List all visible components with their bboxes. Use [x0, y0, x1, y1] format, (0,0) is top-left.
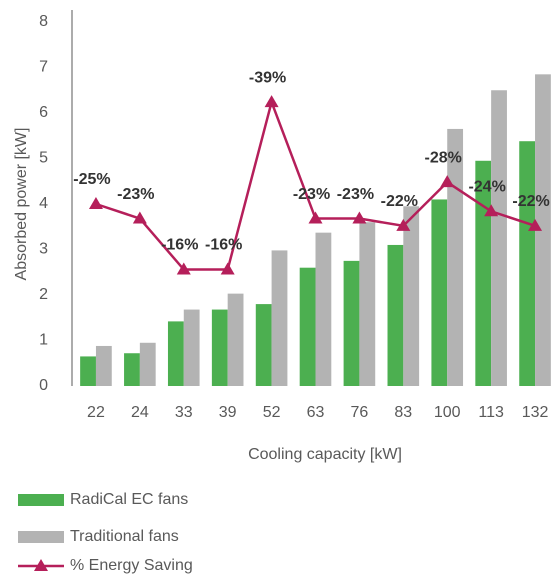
y-tick-label: 2	[39, 286, 48, 303]
marker	[484, 204, 499, 217]
x-tick-label: 113	[478, 404, 504, 421]
data-label: -39%	[249, 69, 286, 86]
marker	[220, 262, 235, 275]
legend-swatch	[34, 559, 48, 571]
legend-label: RadiCal EC fans	[70, 491, 188, 508]
bar	[227, 293, 244, 386]
data-label: -22%	[512, 193, 549, 210]
x-tick-label: 39	[219, 404, 237, 421]
bar	[519, 141, 536, 386]
bar	[403, 206, 420, 386]
x-tick-label: 22	[87, 404, 105, 421]
x-tick-label: 100	[434, 404, 461, 421]
marker	[264, 95, 279, 108]
marker	[440, 175, 455, 188]
legend-label: Traditional fans	[70, 528, 179, 545]
y-tick-label: 4	[39, 195, 48, 212]
x-tick-label: 83	[394, 404, 412, 421]
bar	[95, 345, 112, 386]
bar	[255, 304, 272, 386]
marker	[88, 197, 103, 209]
bar	[387, 244, 404, 386]
bar	[124, 353, 140, 386]
bar	[491, 90, 507, 386]
marker	[308, 211, 323, 224]
y-tick-label: 8	[39, 13, 48, 30]
bar	[447, 128, 464, 387]
y-tick-label: 5	[39, 150, 48, 167]
bar	[211, 309, 228, 386]
y-tick-label: 1	[39, 332, 48, 349]
y-tick-label: 6	[39, 104, 48, 121]
x-tick-label: 52	[263, 404, 281, 421]
y-tick-label: 7	[39, 59, 48, 76]
bar	[343, 260, 360, 386]
x-tick-label: 33	[175, 404, 193, 421]
y-tick-label: 3	[39, 241, 48, 258]
bar	[315, 232, 332, 386]
data-label: -22%	[381, 193, 418, 210]
legend-label: % Energy Saving	[70, 557, 193, 574]
x-tick-label: 24	[131, 404, 149, 421]
y-axis-label: Absorbed power [kW]	[13, 128, 30, 281]
y-tick-label: 0	[39, 377, 48, 394]
bar	[299, 267, 316, 386]
bar	[359, 222, 376, 386]
data-label: -28%	[425, 149, 462, 166]
bar	[139, 342, 156, 386]
marker	[132, 211, 147, 224]
marker	[352, 211, 367, 224]
x-axis-label: Cooling capacity [kW]	[248, 446, 402, 463]
marker	[528, 218, 543, 231]
bar	[535, 74, 551, 386]
x-tick-label: 76	[351, 404, 369, 421]
data-label: -16%	[205, 237, 242, 254]
marker	[396, 218, 411, 231]
bar	[167, 321, 184, 386]
data-label: -25%	[73, 171, 110, 188]
x-tick-label: 132	[522, 404, 549, 421]
bar	[183, 309, 200, 386]
bar	[475, 160, 492, 386]
marker	[176, 262, 191, 275]
legend-swatch	[18, 531, 64, 543]
data-label: -16%	[161, 237, 198, 254]
bar	[80, 356, 96, 386]
data-label: -23%	[293, 186, 330, 203]
legend-swatch	[18, 494, 64, 506]
data-label: -23%	[337, 186, 374, 203]
x-tick-label: 63	[307, 404, 325, 421]
data-label: -24%	[468, 178, 505, 195]
bar	[271, 250, 288, 386]
data-label: -23%	[117, 186, 154, 203]
bar	[431, 199, 448, 386]
